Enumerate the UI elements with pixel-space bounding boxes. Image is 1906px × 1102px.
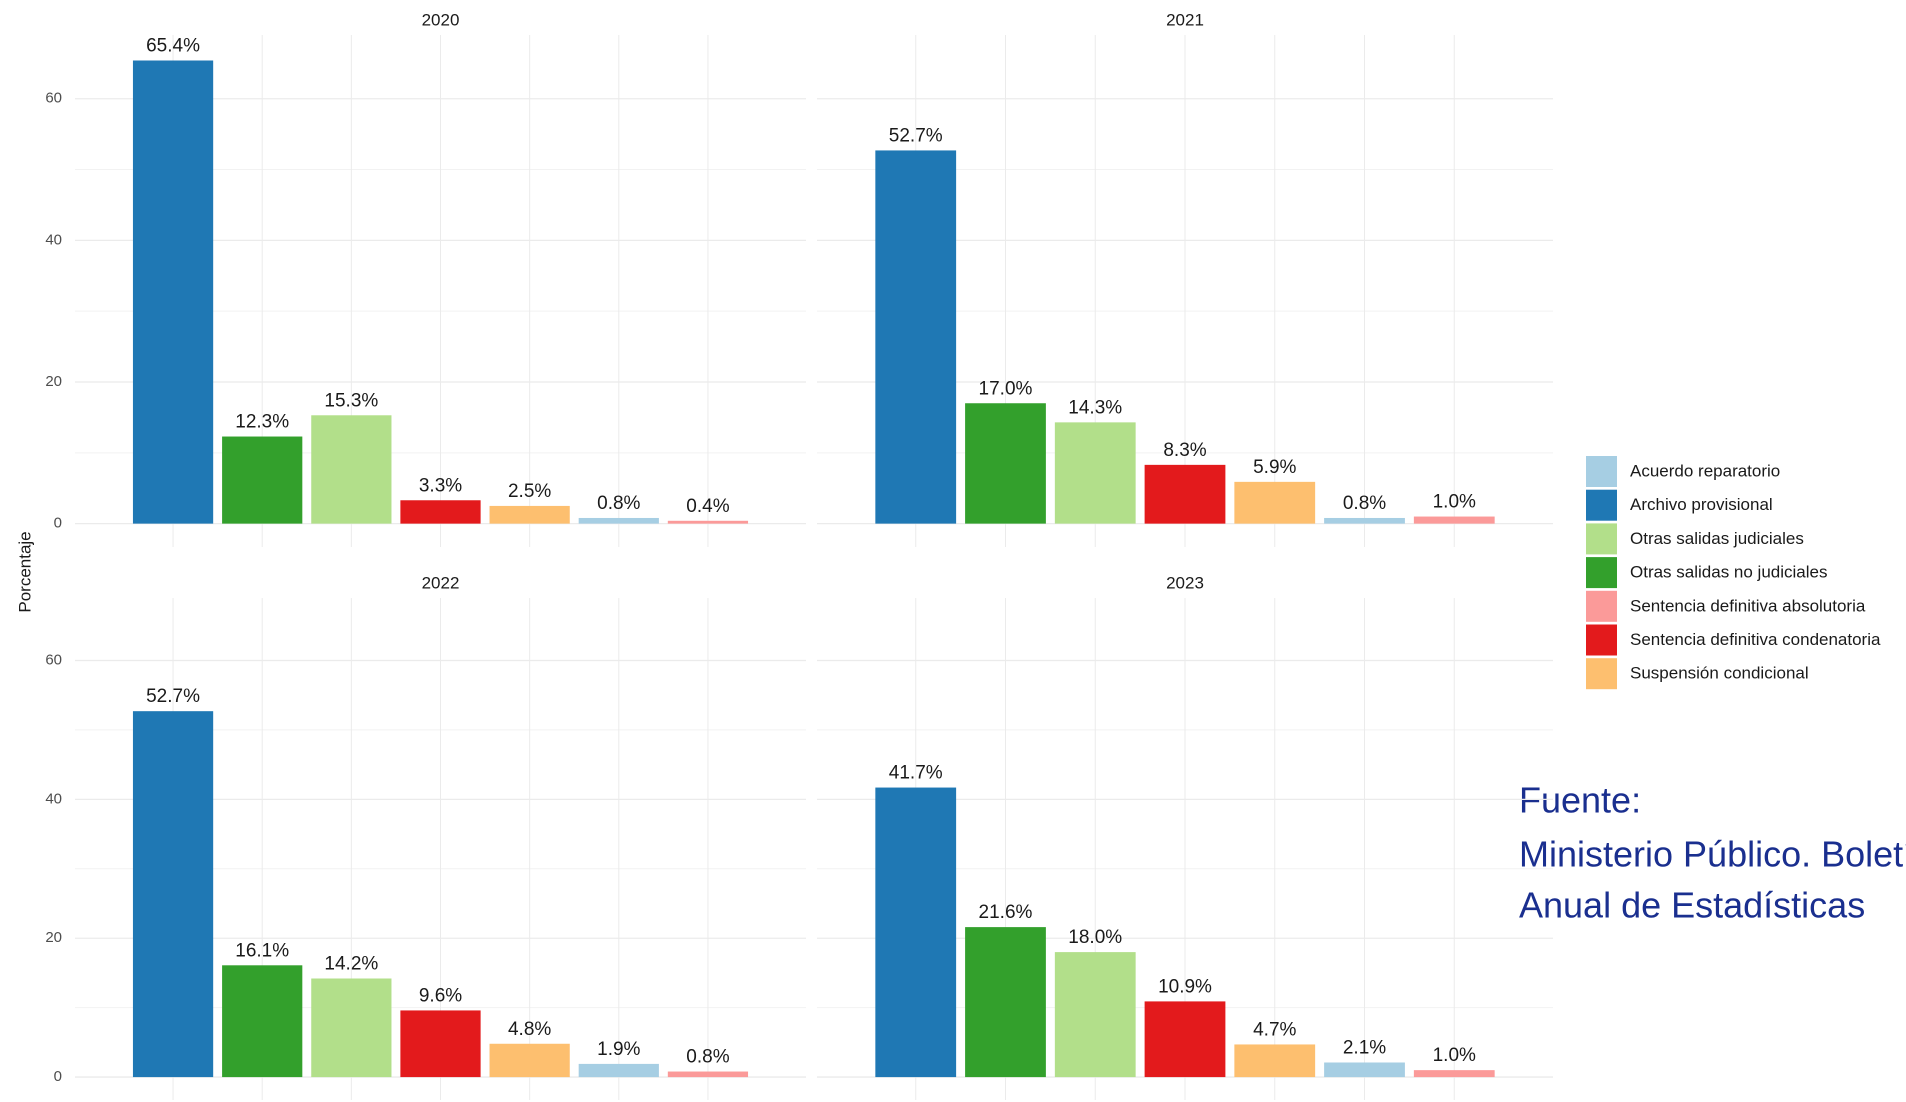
bar (311, 415, 392, 524)
legend-swatch (1586, 523, 1617, 555)
facet-title: 2022 (422, 573, 460, 592)
value-label: 1.9% (597, 1039, 640, 1060)
value-label: 4.7% (1253, 1019, 1296, 1040)
bar (875, 787, 957, 1078)
value-label: 10.9% (1158, 976, 1212, 997)
bar (1144, 464, 1226, 524)
bar (965, 927, 1046, 1078)
facet-title: 2021 (1166, 10, 1204, 29)
y-tick-label: 0 (54, 515, 62, 532)
bar (578, 1063, 659, 1078)
value-label: 41.7% (889, 763, 943, 784)
source-line: Ministerio Público. Boletín (1519, 834, 1906, 875)
value-label: 17.0% (979, 378, 1033, 399)
bar (1413, 1070, 1495, 1078)
bar (1144, 1001, 1226, 1078)
value-label: 0.8% (1343, 493, 1386, 514)
bar (1054, 422, 1136, 524)
bar (222, 436, 303, 524)
bar (311, 978, 392, 1078)
legend-label: Acuerdo reparatorio (1630, 461, 1780, 480)
bar (578, 517, 659, 524)
y-tick-label: 40 (45, 231, 62, 248)
bar (132, 711, 214, 1078)
y-tick-label: 60 (45, 651, 62, 668)
y-tick-label: 60 (45, 90, 62, 107)
legend-swatch (1586, 489, 1617, 521)
value-label: 16.1% (235, 940, 289, 961)
value-label: 9.6% (419, 985, 462, 1006)
bar (400, 500, 481, 524)
legend-label: Archivo provisional (1630, 495, 1773, 514)
value-label: 0.4% (686, 496, 729, 517)
facet-title: 2023 (1166, 573, 1204, 592)
value-label: 65.4% (146, 36, 200, 57)
y-tick-label: 0 (54, 1068, 62, 1085)
bar (132, 60, 214, 524)
value-label: 21.6% (979, 902, 1033, 923)
bar (400, 1010, 481, 1078)
value-label: 14.3% (1068, 397, 1122, 418)
value-label: 4.8% (508, 1019, 551, 1040)
value-label: 2.5% (508, 481, 551, 502)
value-label: 52.7% (889, 125, 943, 146)
value-label: 1.0% (1433, 1045, 1476, 1066)
value-label: 14.2% (324, 954, 378, 975)
legend-swatch (1586, 624, 1617, 656)
bar (1324, 1062, 1405, 1078)
y-tick-label: 20 (45, 373, 62, 390)
bar (1324, 517, 1405, 524)
legend-swatch (1586, 557, 1617, 589)
bar (667, 520, 749, 524)
source-heading: Fuente: (1519, 780, 1641, 821)
legend-swatch (1586, 590, 1617, 622)
bar (875, 150, 957, 524)
bar (222, 965, 303, 1078)
bar (965, 403, 1046, 524)
bar (1234, 1044, 1316, 1078)
bar (1234, 481, 1316, 524)
legend-label: Sentencia definitiva condenatoria (1630, 630, 1881, 649)
bar (1413, 516, 1495, 524)
legend-label: Otras salidas judiciales (1630, 529, 1804, 548)
legend-swatch (1586, 658, 1617, 690)
bar (489, 1043, 570, 1078)
legend-label: Sentencia definitiva absolutoria (1630, 596, 1866, 615)
value-label: 3.3% (419, 475, 462, 496)
y-axis-label: Porcentaje (15, 531, 34, 612)
value-label: 5.9% (1253, 457, 1296, 478)
legend-label: Otras salidas no judiciales (1630, 563, 1827, 582)
bar (667, 1071, 749, 1078)
legend-label: Suspensión condicional (1630, 664, 1809, 683)
y-tick-label: 20 (45, 929, 62, 946)
y-tick-label: 40 (45, 790, 62, 807)
value-label: 12.3% (235, 412, 289, 433)
bar (489, 505, 570, 524)
value-label: 0.8% (597, 493, 640, 514)
bar (1054, 952, 1136, 1078)
value-label: 0.8% (686, 1047, 729, 1068)
value-label: 2.1% (1343, 1038, 1386, 1059)
facet-title: 2020 (422, 10, 460, 29)
legend-swatch (1586, 456, 1617, 487)
value-label: 8.3% (1163, 440, 1206, 461)
source-line: Anual de Estadísticas (1519, 885, 1865, 926)
value-label: 15.3% (324, 390, 378, 411)
value-label: 18.0% (1068, 927, 1122, 948)
value-label: 52.7% (146, 686, 200, 707)
value-label: 1.0% (1433, 492, 1476, 513)
